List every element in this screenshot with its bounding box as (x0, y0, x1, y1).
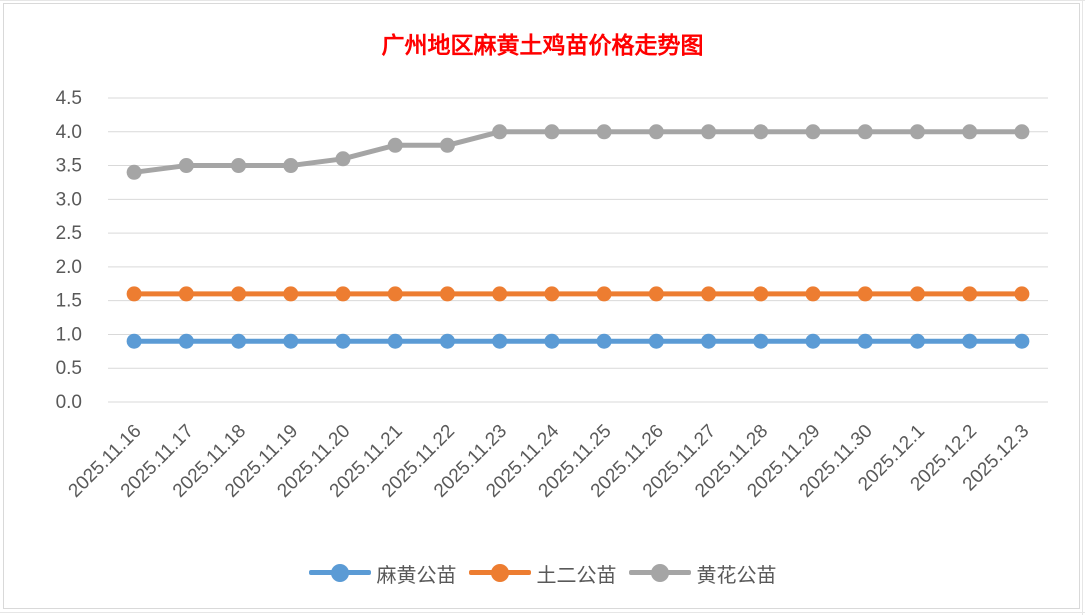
data-point (857, 333, 873, 349)
data-point (544, 333, 560, 349)
data-point (805, 124, 821, 140)
data-point (857, 286, 873, 302)
series-lines (126, 124, 1030, 349)
data-point (962, 124, 978, 140)
legend-label-3: 黄花公苗 (696, 562, 777, 587)
data-point (231, 286, 247, 302)
y-axis-tick-labels: 0.0 0.5 1.0 1.5 2.0 2.5 3.0 3.5 4.0 4.5 (56, 88, 82, 413)
y-tick-label: 2.5 (56, 223, 82, 244)
data-point (283, 158, 299, 174)
legend-label-2: 土二公苗 (536, 562, 617, 587)
data-point (492, 124, 508, 140)
data-point (231, 158, 247, 174)
y-tick-label: 2.0 (56, 257, 82, 278)
data-point (178, 286, 194, 302)
data-point (857, 124, 873, 140)
data-point (439, 333, 455, 349)
y-tick-label: 3.0 (56, 189, 82, 210)
data-point (492, 333, 508, 349)
data-point (753, 286, 769, 302)
legend-swatch-3 (628, 563, 691, 583)
data-point (335, 286, 351, 302)
data-point (126, 286, 142, 302)
data-point (753, 124, 769, 140)
data-point (439, 286, 455, 302)
y-tick-label: 4.5 (56, 88, 82, 109)
data-point (1014, 286, 1030, 302)
data-point (648, 124, 664, 140)
data-point (909, 124, 925, 140)
data-point (492, 286, 508, 302)
data-point (909, 286, 925, 302)
y-tick-label: 1.0 (56, 324, 82, 345)
y-tick-label: 4.0 (56, 122, 82, 143)
data-point (178, 333, 194, 349)
y-tick-label: 3.5 (56, 156, 82, 177)
data-point (387, 286, 403, 302)
data-point (753, 333, 769, 349)
chart-title: 广州地区麻黄土鸡苗价格走势图 (381, 32, 704, 59)
legend-item-1[interactable]: 麻黄公苗 (308, 559, 457, 588)
data-point (805, 286, 821, 302)
data-point (962, 333, 978, 349)
y-tick-label: 0.5 (56, 358, 82, 379)
data-point (805, 333, 821, 349)
data-point (439, 137, 455, 153)
data-point (231, 333, 247, 349)
legend-marker-1 (330, 564, 349, 582)
plot-area: 0.0 0.5 1.0 1.5 2.0 2.5 3.0 3.5 4.0 4.5 2025.11.1… (56, 88, 1048, 502)
data-point (335, 333, 351, 349)
data-point (701, 333, 717, 349)
y-tick-label: 0.0 (56, 392, 82, 413)
data-point (335, 151, 351, 167)
legend: 麻黄公苗 土二公苗 黄花公苗 (4, 557, 1081, 589)
legend-item-2[interactable]: 土二公苗 (468, 559, 617, 588)
legend-marker-3 (650, 564, 669, 582)
data-point (387, 333, 403, 349)
data-point (544, 124, 560, 140)
data-point (544, 286, 560, 302)
data-point (283, 286, 299, 302)
data-point (1014, 124, 1030, 140)
data-point (909, 333, 925, 349)
data-point (1014, 333, 1030, 349)
legend-swatch-2 (468, 563, 531, 583)
legend-marker-2 (490, 564, 509, 582)
data-point (126, 164, 142, 180)
gridlines (108, 97, 1048, 403)
data-point (701, 286, 717, 302)
chart-area[interactable]: 广州地区麻黄土鸡苗价格走势图 0.0 0.5 1.0 1.5 2.0 2.5 3.0 3.5 4… (3, 3, 1080, 609)
data-point (648, 286, 664, 302)
data-point (962, 286, 978, 302)
legend-label-1: 麻黄公苗 (376, 562, 457, 587)
data-point (126, 333, 142, 349)
data-point (596, 333, 612, 349)
y-tick-label: 1.5 (56, 291, 82, 312)
legend-swatch-1 (308, 563, 371, 583)
series-line-3 (131, 129, 1025, 175)
data-point (283, 333, 299, 349)
data-point (596, 124, 612, 140)
data-point (596, 286, 612, 302)
data-point (387, 137, 403, 153)
legend-item-3[interactable]: 黄花公苗 (628, 559, 777, 588)
data-point (648, 333, 664, 349)
data-point (178, 158, 194, 174)
data-point (701, 124, 717, 140)
x-axis-tick-labels: 2025.11.162025.11.172025.11.182025.11.19… (65, 420, 1034, 501)
